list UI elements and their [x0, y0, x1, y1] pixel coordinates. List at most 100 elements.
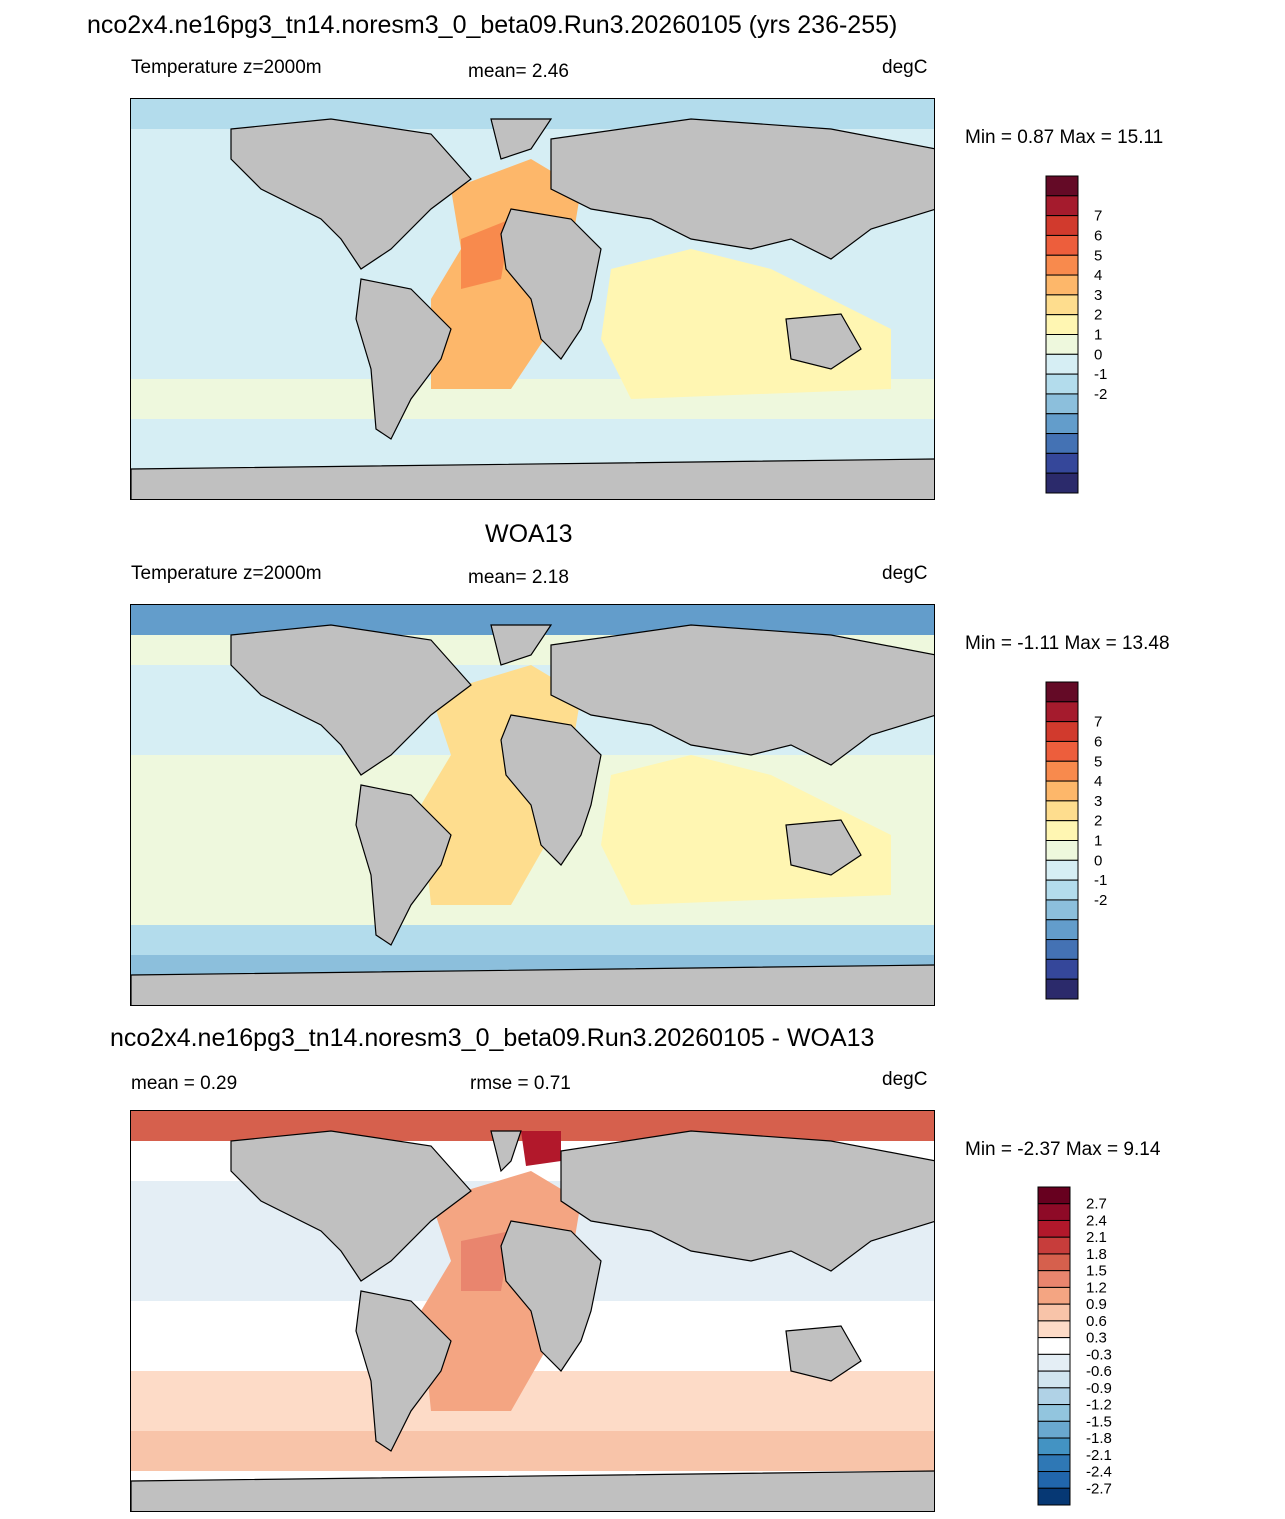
panel3-units-label: degC: [882, 1069, 928, 1090]
colorbar-box: [1045, 978, 1079, 1000]
panel1-colorbar: 7 6 5 4 3 2 1 0 -1 -2: [1045, 175, 1156, 494]
colorbar-tick-label: 7: [1094, 714, 1102, 731]
colorbar-tick-label: -1.8: [1086, 1430, 1112, 1447]
colorbar-box: [1045, 314, 1079, 336]
panel1-minmax-label: Min = 0.87 Max = 15.11: [965, 127, 1164, 148]
panel2-map-svg: [131, 605, 934, 1005]
panel3-colorbar: 2.7 2.4 2.1 1.8 1.5 1.2 0.9 0.6 0.3 -0.3 -0.6 -0.9-…: [1037, 1186, 1158, 1506]
colorbar-tick-label: 6: [1094, 733, 1102, 750]
antarctica: [131, 458, 934, 499]
colorbar-box: [1037, 1320, 1071, 1339]
colorbar-box: [1037, 1454, 1071, 1473]
colorbar-tick-label: 0: [1094, 852, 1102, 869]
colorbar-tick-label: -2: [1094, 892, 1107, 909]
panel1-map: [130, 98, 935, 500]
panel3-heading: nco2x4.ne16pg3_tn14.noresm3_0_beta09.Run…: [110, 1024, 875, 1052]
colorbar-tick-label: -1: [1094, 872, 1107, 889]
panel2-mean-label: mean= 2.18: [468, 567, 569, 588]
colorbar-box: [1045, 294, 1079, 316]
colorbar-box: [1037, 1420, 1071, 1439]
colorbar-box: [1037, 1387, 1071, 1406]
colorbar-tick-label: 5: [1094, 753, 1102, 770]
colorbar-box: [1045, 840, 1079, 861]
colorbar-tick-label: -1.2: [1086, 1397, 1112, 1414]
colorbar-tick-label: 1: [1094, 327, 1102, 344]
north-america: [230, 118, 472, 270]
colorbar-tick-label: 2: [1094, 813, 1102, 830]
colorbar-tick-label: 1.2: [1086, 1279, 1107, 1296]
north-america: [230, 624, 472, 776]
colorbar-tick-label: -2.1: [1086, 1447, 1112, 1464]
colorbar-box: [1045, 413, 1079, 435]
colorbar-box: [1045, 472, 1079, 494]
colorbar-tick-label: 0.3: [1086, 1330, 1107, 1347]
southern-band-1: [131, 925, 934, 955]
colorbar-box: [1037, 1186, 1071, 1205]
colorbar-box: [1045, 958, 1079, 980]
greenland: [490, 118, 553, 160]
greenland: [490, 624, 553, 666]
colorbar-tick-label: -0.9: [1086, 1380, 1112, 1397]
colorbar-box: [1045, 353, 1079, 375]
south-america: [355, 1290, 452, 1452]
australia: [785, 819, 862, 876]
colorbar-box: [1037, 1236, 1071, 1255]
colorbar-tick-label: -1.5: [1086, 1413, 1112, 1430]
colorbar-box: [1045, 701, 1079, 723]
figure-title: nco2x4.ne16pg3_tn14.noresm3_0_beta09.Run…: [87, 11, 898, 39]
colorbar-tick-label: 6: [1094, 227, 1102, 244]
colorbar-box: [1045, 721, 1079, 742]
colorbar-tick-label: 1: [1094, 833, 1102, 850]
colorbar-box: [1045, 373, 1079, 395]
colorbar-box: [1037, 1370, 1071, 1389]
panel1-colorbar-svg: 7 6 5 4 3 2 1 0 -1 -2: [1045, 175, 1107, 494]
colorbar-tick-label: 4: [1094, 773, 1102, 790]
colorbar-tick-label: -2.4: [1086, 1464, 1112, 1481]
panel3-map-svg: [131, 1111, 934, 1511]
colorbar-box: [1045, 859, 1079, 881]
colorbar-box: [1045, 175, 1079, 197]
colorbar-tick-label: -2: [1094, 386, 1107, 403]
panel2-units-label: degC: [882, 563, 928, 584]
greenland: [490, 1130, 522, 1173]
panel1-map-svg: [131, 99, 934, 499]
colorbar-box: [1045, 254, 1079, 276]
colorbar-tick-label: 3: [1094, 287, 1102, 304]
colorbar-tick-label: 7: [1094, 208, 1102, 225]
continents: [131, 624, 934, 1005]
nordic-seas-patch: [521, 1131, 561, 1166]
colorbar-box: [1045, 780, 1079, 802]
colorbar-box: [1045, 234, 1079, 256]
atlantic-warm-core: [461, 1231, 511, 1291]
colorbar-tick-label: -1: [1094, 366, 1107, 383]
colorbar-box: [1045, 800, 1079, 822]
colorbar-box: [1045, 274, 1079, 296]
panel3-mean-label: mean = 0.29: [131, 1073, 238, 1094]
colorbar-box: [1037, 1353, 1071, 1372]
panel3-rmse-label: rmse = 0.71: [470, 1073, 571, 1094]
panel2-minmax-label: Min = -1.11 Max = 13.48: [965, 633, 1170, 654]
colorbar-box: [1045, 760, 1079, 782]
colorbar-tick-label: -2.7: [1086, 1480, 1112, 1497]
colorbar-tick-label: -0.3: [1086, 1346, 1112, 1363]
colorbar-box: [1037, 1437, 1071, 1456]
colorbar-box: [1045, 433, 1079, 454]
colorbar-box: [1045, 740, 1079, 762]
colorbar-box: [1037, 1203, 1071, 1221]
colorbar-tick-label: 4: [1094, 267, 1102, 284]
continents: [131, 118, 934, 499]
colorbar-tick-label: 1.8: [1086, 1246, 1107, 1263]
colorbar-box: [1037, 1303, 1071, 1322]
colorbar-tick-label: 0.9: [1086, 1296, 1107, 1313]
panel1-variable-label: Temperature z=2000m: [131, 57, 322, 78]
colorbar-box: [1045, 195, 1079, 217]
colorbar-box: [1045, 334, 1079, 355]
panel2-variable-label: Temperature z=2000m: [131, 563, 322, 584]
colorbar-tick-label: 2.1: [1086, 1229, 1107, 1246]
atlantic-warm-core: [461, 219, 511, 289]
africa: [500, 714, 602, 866]
panel2-map: [130, 604, 935, 1006]
colorbar-box: [1037, 1471, 1071, 1489]
colorbar-box: [1037, 1253, 1071, 1272]
panel2-colorbar: 7 6 5 4 3 2 1 0 -1 -2: [1045, 681, 1156, 1000]
